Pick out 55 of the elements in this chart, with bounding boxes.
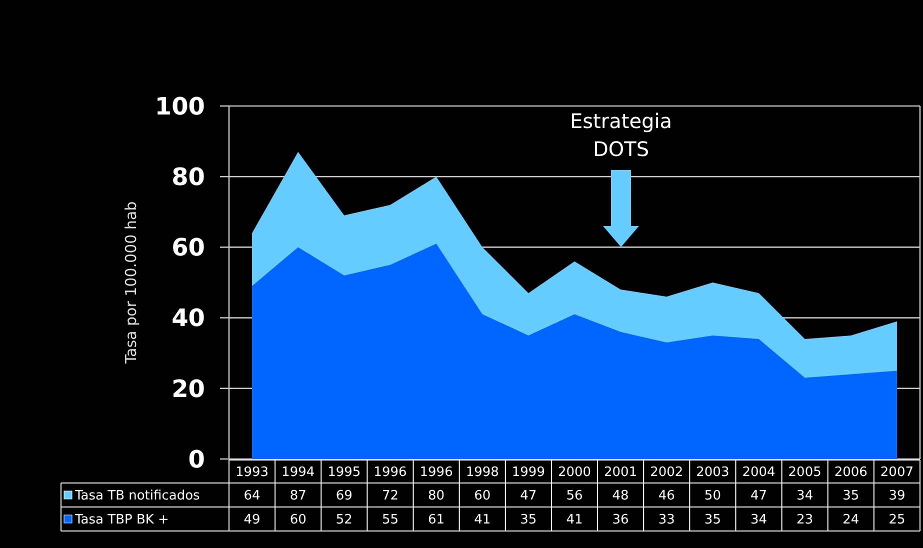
y-tick-label: 20 xyxy=(172,374,205,403)
annotation: Estrategia DOTS xyxy=(570,109,672,161)
x-tick-label: 2001 xyxy=(604,465,638,480)
x-tick-label: 2003 xyxy=(696,465,730,480)
data-label: 46 xyxy=(658,488,675,504)
y-tick-label: 100 xyxy=(154,92,205,120)
x-tick-label: 1995 xyxy=(328,465,361,480)
data-label: 23 xyxy=(796,512,814,528)
data-label: 25 xyxy=(888,512,906,528)
data-label: 52 xyxy=(336,512,352,528)
x-tick-label: 1996 xyxy=(374,465,407,480)
data-label: 34 xyxy=(796,488,814,504)
data-label: 35 xyxy=(520,512,537,528)
x-tick-label: 2006 xyxy=(834,465,868,480)
y-axis-title: Tasa por 100.000 hab xyxy=(122,201,140,365)
data-label: 47 xyxy=(750,488,768,504)
x-tick-label: 2004 xyxy=(742,465,776,480)
data-label: 50 xyxy=(704,488,721,504)
data-label: 24 xyxy=(842,512,860,528)
y-tick-label: 60 xyxy=(172,234,205,262)
y-tick-label: 40 xyxy=(172,304,205,332)
x-tick-label: 2002 xyxy=(650,465,684,480)
data-label: 35 xyxy=(704,512,721,528)
data-label: 60 xyxy=(290,512,306,528)
data-label: 34 xyxy=(750,512,768,528)
data-label: 36 xyxy=(612,512,629,528)
x-tick-label: 2007 xyxy=(880,465,914,480)
data-label: 56 xyxy=(566,488,583,504)
data-label: 35 xyxy=(842,488,860,504)
x-tick-label: 1999 xyxy=(512,465,545,480)
y-tick-label: 80 xyxy=(172,163,205,191)
data-label: 49 xyxy=(244,512,260,528)
data-label: 80 xyxy=(428,488,445,504)
data-label: 47 xyxy=(520,488,537,504)
data-label: 33 xyxy=(658,512,675,528)
x-tick-label: 1998 xyxy=(466,465,499,480)
data-label: 60 xyxy=(474,488,491,504)
legend-label: Tasa TBP BK + xyxy=(74,512,169,528)
x-tick-label: 1994 xyxy=(282,465,315,480)
data-label: 41 xyxy=(474,512,491,528)
data-label: 55 xyxy=(382,512,399,528)
data-label: 48 xyxy=(612,488,629,504)
data-label: 39 xyxy=(888,488,906,504)
data-label: 72 xyxy=(382,488,399,504)
legend-label: Tasa TB notificados xyxy=(74,488,200,504)
data-label: 64 xyxy=(244,488,260,504)
data-label: 87 xyxy=(290,488,306,504)
data-label: 69 xyxy=(336,488,352,504)
x-tick-label: 1996 xyxy=(420,465,453,480)
x-tick-label: 1993 xyxy=(235,465,269,480)
x-tick-label: 2005 xyxy=(788,465,822,480)
x-tick-label: 2000 xyxy=(558,465,592,480)
data-label: 61 xyxy=(428,512,445,528)
y-tick-label: 0 xyxy=(188,445,205,474)
data-label: 41 xyxy=(566,512,583,528)
